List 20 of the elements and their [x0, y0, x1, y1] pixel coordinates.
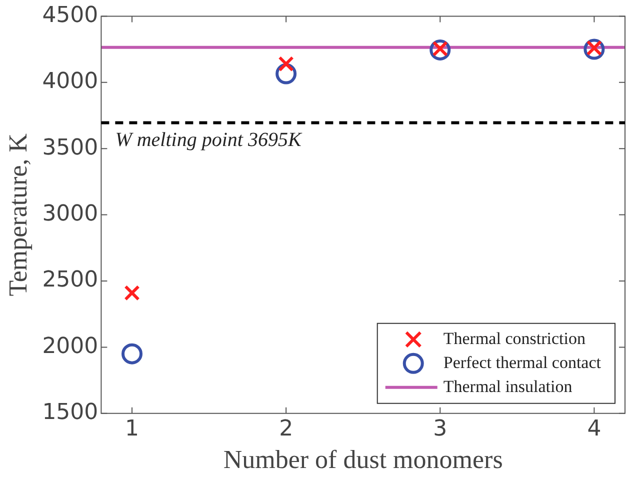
y-tick-label: 2500: [42, 268, 98, 293]
point: [278, 56, 294, 72]
y-tick-label: 3500: [42, 135, 98, 160]
y-axis-title: Temperature, K: [3, 133, 32, 296]
x-tick-label: 1: [125, 416, 139, 442]
y-tick-label: 4000: [42, 69, 98, 94]
legend-label: Thermal constriction: [443, 328, 586, 348]
x-tick-label: 3: [433, 416, 448, 442]
x-tick-label: 2: [279, 416, 294, 442]
y-tick-label: 3000: [42, 202, 98, 227]
ref-line-label: W melting point 3695K: [115, 129, 303, 152]
y-tick-label: 2000: [42, 334, 98, 359]
point: [124, 285, 140, 301]
point: [122, 343, 142, 364]
x-tick-label: 4: [587, 416, 602, 442]
legend-label: Thermal insulation: [443, 376, 573, 396]
x-axis-title: Number of dust monomers: [223, 445, 503, 474]
y-tick-label: 4500: [42, 2, 98, 28]
legend-label: Perfect thermal contact: [443, 352, 602, 372]
y-tick-label: 1500: [42, 400, 98, 426]
